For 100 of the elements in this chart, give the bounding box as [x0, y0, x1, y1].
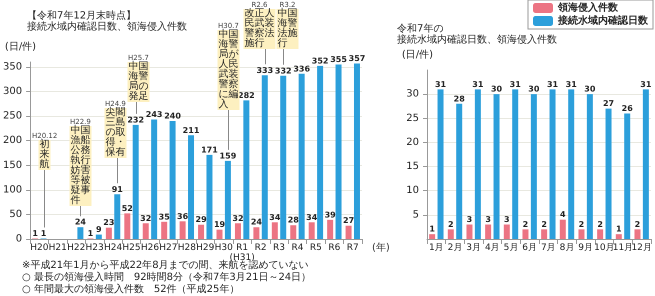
data-label: 357	[348, 54, 366, 63]
x-tick-label: H26	[140, 243, 160, 253]
data-label: 31	[640, 80, 652, 89]
data-label: 32	[140, 214, 152, 223]
y-tick-label: 50	[9, 208, 22, 220]
bar	[234, 223, 241, 239]
bar	[624, 113, 630, 239]
data-label: 34	[269, 212, 281, 222]
x-axis-title: (年)	[372, 242, 390, 254]
data-label: 240	[164, 112, 182, 120]
x-tick-label: 8月	[560, 243, 574, 253]
data-label: 31	[434, 80, 447, 89]
bar	[642, 89, 649, 239]
y-tick-label: 150	[2, 160, 22, 171]
bar	[578, 229, 584, 239]
data-label: 24	[250, 218, 262, 227]
data-label: 31	[566, 80, 578, 89]
data-label: 32	[232, 214, 244, 223]
x-tick-label: 6月	[522, 243, 538, 253]
bar	[346, 226, 352, 239]
y-tick-label: 200	[2, 135, 22, 146]
x-tick-label: H27	[159, 243, 178, 253]
bar	[616, 234, 622, 239]
y-tick-label: 10	[406, 185, 419, 196]
bar	[327, 220, 334, 239]
text: ○ 最長の領海侵入時間 92時間8分（令和7年3月21日～24日）	[22, 270, 312, 284]
data-label: 19	[214, 220, 226, 230]
data-label: 2	[448, 220, 454, 229]
bar	[474, 89, 481, 239]
bar	[298, 74, 305, 239]
y-tick-label: 15	[406, 161, 419, 172]
bar	[96, 234, 102, 239]
bar	[170, 121, 176, 239]
bar	[224, 160, 231, 239]
data-label: 333	[256, 66, 274, 75]
bar	[272, 222, 278, 239]
data-label: 3	[504, 215, 510, 224]
y-tick-label: 30	[406, 88, 419, 100]
bar	[586, 94, 593, 239]
data-label: 3	[466, 215, 472, 224]
x-tick-label: R3	[273, 243, 286, 253]
x-tick-label: 9月	[578, 243, 594, 253]
y-tick-label: 350	[2, 61, 22, 72]
bar	[106, 228, 112, 239]
annotation: 初来航	[38, 139, 50, 170]
bar	[262, 75, 268, 239]
legend-label: 領海侵入件数	[557, 2, 619, 14]
bar	[142, 223, 149, 239]
bar	[568, 89, 574, 239]
x-tick-label: R4	[291, 243, 304, 253]
data-label: 27	[343, 216, 354, 226]
annotation: 尖閣三島の取得・保有	[104, 107, 126, 158]
data-label: 28	[288, 216, 300, 225]
data-label: 27	[602, 99, 614, 108]
data-label: 352	[312, 56, 328, 66]
data-label: 30	[528, 84, 540, 94]
data-label: 26	[622, 104, 634, 113]
x-tick-label: H22	[67, 243, 86, 253]
bar	[280, 76, 286, 239]
annotation: 中国海警局が人民武装警察に編入	[218, 29, 240, 110]
x-tick-label: R7	[346, 243, 359, 253]
data-label: 232	[127, 115, 144, 124]
bar	[290, 225, 296, 239]
data-label: 3	[485, 215, 491, 224]
x-tick-label: H21	[48, 243, 67, 253]
bar	[151, 120, 158, 239]
data-label: 30	[490, 84, 503, 94]
bar	[597, 229, 604, 239]
legend-label: 接続水域内確認日数	[557, 14, 649, 26]
chart-subtitle: 接続水域内確認日数、領海侵入件数	[27, 20, 187, 32]
x-tick-label: H29	[196, 243, 215, 253]
x-tick-label: R2	[254, 243, 267, 253]
bar	[438, 89, 444, 239]
data-label: 31	[472, 80, 484, 89]
data-label: 4	[560, 210, 566, 220]
data-label: 2	[634, 220, 640, 229]
data-label: 211	[182, 126, 200, 135]
data-label: 332	[274, 66, 292, 76]
data-label: 243	[146, 110, 162, 120]
bar	[512, 89, 518, 239]
bar	[243, 100, 250, 239]
bar	[188, 135, 194, 239]
x-tick-label: 5月	[504, 243, 518, 253]
x-tick-label: 7月	[540, 243, 556, 253]
text: 改正人民武装警察法施行	[244, 8, 276, 49]
bar	[560, 220, 566, 239]
bar	[206, 154, 212, 239]
bar	[124, 213, 130, 239]
data-label: 36	[177, 212, 189, 221]
data-label: 1	[429, 224, 436, 234]
y-tick-label: 100	[2, 184, 22, 196]
data-label: 2	[597, 220, 603, 229]
data-label: 31	[546, 80, 559, 89]
data-label: 159	[220, 151, 237, 160]
y-axis-title: (日/件)	[402, 50, 434, 60]
bar	[429, 234, 436, 239]
y-tick-label: 300	[2, 86, 22, 97]
bar	[114, 194, 120, 239]
bar	[198, 224, 204, 239]
data-label: 171	[201, 145, 218, 154]
